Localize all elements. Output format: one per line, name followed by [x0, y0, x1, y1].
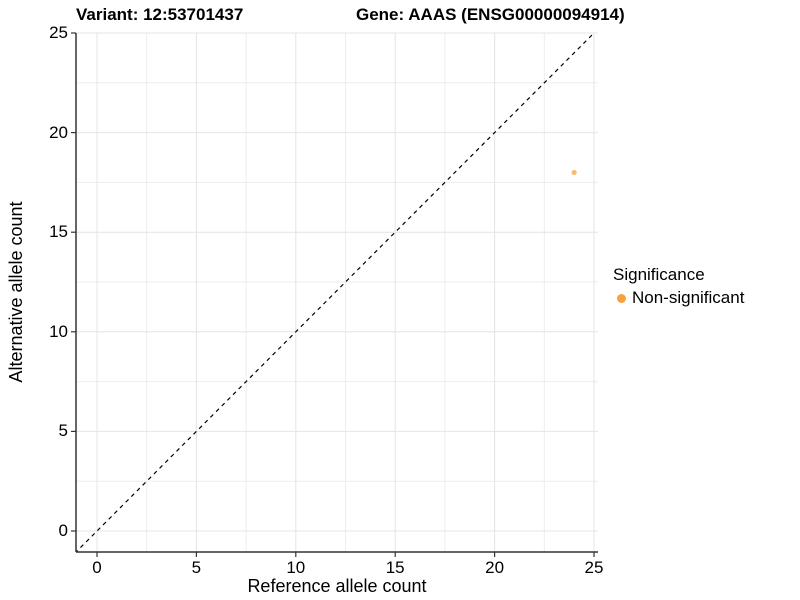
legend-title: Significance: [613, 265, 705, 284]
identity-dashed-line: [76, 33, 595, 552]
legend: Significance Non-significant: [611, 265, 744, 308]
y-tick-label: 25: [49, 23, 68, 42]
y-tick-label: 10: [49, 321, 68, 341]
x-tick-label: 20: [485, 558, 505, 577]
x-tick-label: 0: [92, 558, 102, 577]
legend-items: Non-significant: [611, 288, 744, 308]
y-tick-label: 20: [49, 122, 68, 142]
legend-item: Non-significant: [611, 288, 744, 308]
y-tick-label: 15: [49, 222, 68, 242]
y-tick-label: 5: [58, 421, 68, 441]
plot-title-gene: Gene: AAAS (ENSG00000094914): [356, 5, 625, 24]
data-point: [571, 169, 577, 176]
x-tick-label: 10: [286, 558, 306, 577]
x-axis-title: Reference allele count: [247, 576, 427, 596]
legend-item-label: Non-significant: [632, 288, 745, 307]
y-tick-label: 0: [58, 521, 68, 540]
x-tick-label: 5: [191, 558, 202, 577]
x-tick-label: 25: [584, 558, 604, 577]
legend-point-icon: [617, 293, 626, 303]
y-axis-title: Alternative allele count: [6, 201, 26, 383]
plot-title-variant: Variant: 12:53701437: [76, 5, 244, 24]
x-tick-label: 15: [385, 558, 405, 577]
